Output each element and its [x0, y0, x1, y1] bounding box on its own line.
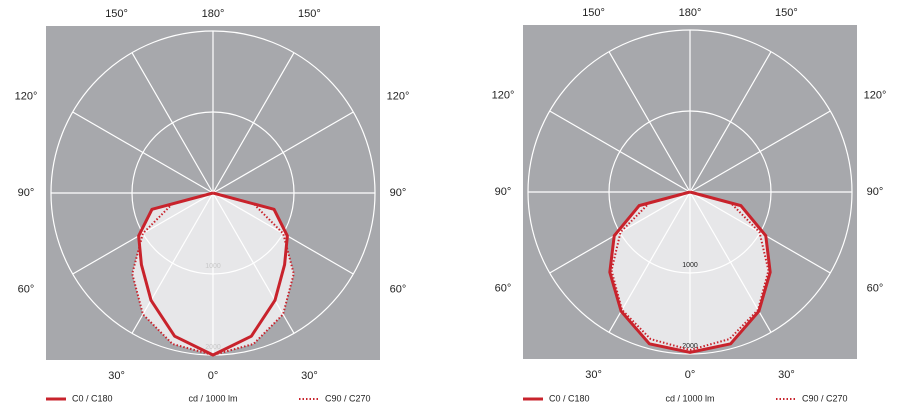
- grid-spoke: [608, 51, 691, 193]
- angle-label: 30°: [108, 370, 125, 382]
- r-tick-label: 2000: [682, 343, 698, 350]
- grid-spoke: [212, 52, 295, 194]
- angle-label: 180°: [679, 7, 702, 19]
- angle-label: 90°: [867, 186, 884, 198]
- curve: [608, 190, 772, 354]
- curve: [137, 191, 289, 357]
- curve: [610, 191, 770, 351]
- legend-label: C0 / C180: [549, 393, 590, 403]
- r-tick-label: 1000: [682, 262, 698, 269]
- angle-label: 0°: [208, 370, 219, 382]
- angle-label: 90°: [390, 187, 407, 199]
- r-tick-label: 2000: [205, 344, 221, 351]
- angle-label: 30°: [778, 369, 795, 381]
- legend-label: C90 / C270: [325, 393, 371, 403]
- grid-spoke: [689, 51, 772, 193]
- grid-spoke: [72, 192, 214, 275]
- angle-label: 120°: [492, 89, 515, 101]
- angle-label: 120°: [387, 90, 410, 102]
- angle-label: 150°: [582, 7, 605, 19]
- angle-label: 60°: [390, 283, 407, 295]
- angle-label: 120°: [15, 90, 38, 102]
- angle-label: 90°: [18, 187, 35, 199]
- r-axis-unit: cd / 1000 lm: [188, 393, 237, 403]
- angle-label: 90°: [495, 186, 512, 198]
- angle-label: 150°: [775, 7, 798, 19]
- grid-spoke: [549, 110, 691, 193]
- angle-label: 30°: [585, 369, 602, 381]
- grid-spoke: [131, 192, 214, 334]
- angle-label: 30°: [301, 370, 318, 382]
- angle-label: 150°: [105, 8, 128, 20]
- angle-label: 180°: [202, 8, 225, 20]
- grid-spoke: [212, 192, 295, 334]
- angle-label: 120°: [864, 89, 887, 101]
- grid-spoke: [212, 192, 354, 275]
- angle-label: 150°: [298, 8, 321, 20]
- grid-spoke: [72, 111, 214, 194]
- grid-spoke: [689, 110, 831, 193]
- legend-label: C0 / C180: [72, 393, 113, 403]
- grid-spoke: [212, 111, 354, 194]
- grid-spoke: [689, 191, 772, 333]
- grid-spoke: [549, 191, 691, 274]
- angle-label: 0°: [685, 369, 696, 381]
- angle-label: 60°: [18, 283, 35, 295]
- angle-label: 60°: [867, 282, 884, 294]
- grid-spoke: [131, 52, 214, 194]
- r-axis-unit: cd / 1000 lm: [665, 393, 714, 403]
- r-tick-label: 1000: [205, 263, 221, 270]
- angle-label: 60°: [495, 282, 512, 294]
- legend-label: C90 / C270: [802, 393, 848, 403]
